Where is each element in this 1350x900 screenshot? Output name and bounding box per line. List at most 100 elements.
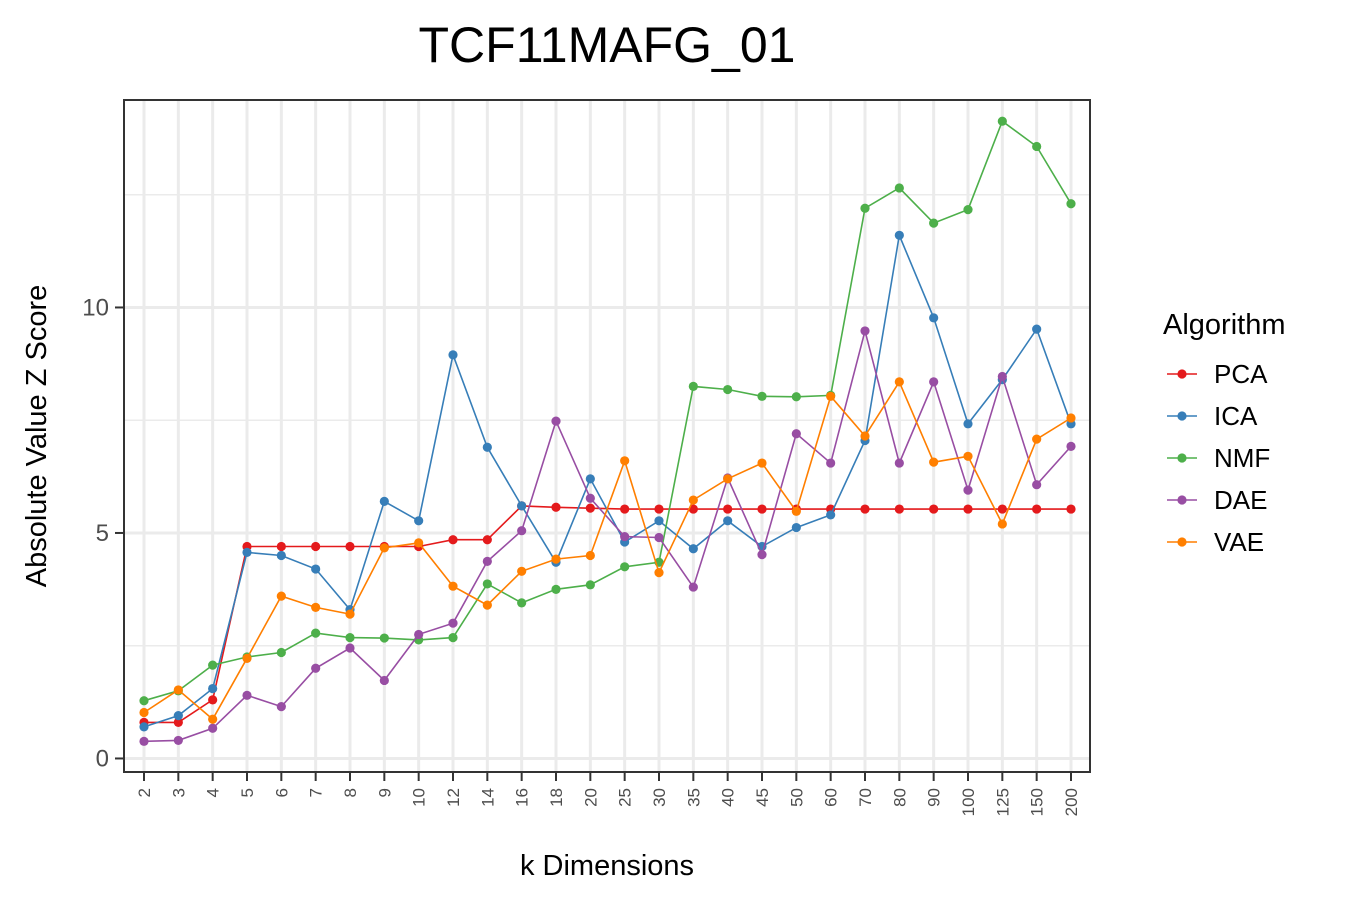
data-point-pca — [963, 504, 973, 514]
data-point-nmf — [208, 660, 218, 670]
data-point-dae — [894, 458, 904, 468]
data-point-pca — [654, 504, 664, 514]
data-point-dae — [311, 663, 321, 673]
x-tick-label: 7 — [307, 788, 326, 797]
x-tick-label: 2 — [135, 788, 154, 797]
data-point-pca — [551, 502, 561, 512]
legend-key-point — [1177, 369, 1187, 379]
data-point-nmf — [551, 584, 561, 594]
data-point-vae — [1032, 434, 1042, 444]
series-dae — [139, 326, 1076, 746]
data-point-nmf — [482, 579, 492, 589]
x-tick-label: 3 — [169, 788, 188, 797]
series-line-vae — [143, 380, 1072, 721]
x-tick-label: 50 — [787, 788, 806, 807]
data-point-ica — [482, 442, 492, 452]
data-point-pca — [585, 503, 595, 513]
data-point-vae — [448, 581, 458, 591]
data-point-nmf — [929, 218, 939, 228]
y-tick-label: 10 — [82, 294, 109, 321]
data-point-vae — [688, 495, 698, 505]
legend-item-ica: ICA — [1167, 401, 1258, 431]
data-point-pca — [894, 504, 904, 514]
data-point-nmf — [379, 633, 389, 643]
data-point-pca — [208, 695, 218, 705]
x-tick-label: 9 — [375, 788, 394, 797]
data-point-nmf — [1032, 141, 1042, 152]
data-point-nmf — [757, 391, 767, 401]
data-point-vae — [723, 474, 733, 484]
data-point-pca — [723, 504, 733, 514]
data-point-ica — [414, 516, 424, 526]
data-point-vae — [414, 538, 424, 548]
data-point-dae — [173, 735, 183, 746]
data-point-dae — [860, 326, 870, 336]
data-point-dae — [482, 556, 492, 566]
legend-label: NMF — [1214, 443, 1270, 473]
data-point-nmf — [963, 204, 973, 215]
data-point-vae — [208, 714, 218, 724]
x-tick-label: 30 — [650, 788, 669, 807]
data-point-nmf — [997, 116, 1007, 126]
data-point-vae — [1066, 413, 1076, 423]
data-point-dae — [791, 429, 801, 439]
data-point-dae — [276, 702, 286, 712]
data-point-ica — [208, 683, 218, 694]
legend-key-point — [1177, 495, 1187, 505]
data-point-dae — [517, 526, 527, 536]
legend-key-point — [1177, 537, 1187, 547]
data-point-dae — [688, 582, 698, 592]
data-point-nmf — [894, 183, 904, 193]
data-point-ica — [276, 550, 286, 561]
legend-label: PCA — [1214, 359, 1268, 389]
x-tick-label: 150 — [1028, 788, 1047, 816]
data-point-vae — [585, 550, 595, 561]
chart-title: TCF11MAFG_01 — [419, 17, 796, 73]
data-point-pca — [482, 535, 492, 545]
panel-background — [124, 100, 1090, 772]
legend-item-dae: DAE — [1167, 485, 1267, 515]
x-tick-label: 12 — [444, 788, 463, 807]
panel-border — [123, 99, 1091, 773]
data-point-ica — [311, 564, 321, 574]
data-point-dae — [414, 629, 424, 640]
data-point-vae — [826, 391, 836, 401]
data-point-vae — [379, 543, 389, 553]
data-point-vae — [997, 519, 1007, 529]
data-point-ica — [963, 419, 973, 429]
x-tick-label: 70 — [856, 788, 875, 807]
legend-label: DAE — [1214, 485, 1267, 515]
legend-title: Algorithm — [1163, 309, 1286, 341]
data-point-vae — [551, 554, 561, 564]
data-point-pca — [173, 717, 183, 727]
series-nmf — [139, 116, 1076, 706]
data-point-ica — [826, 510, 836, 520]
x-tick-label: 35 — [684, 788, 703, 807]
data-point-dae — [757, 550, 767, 560]
x-tick-label: 8 — [341, 788, 360, 797]
data-point-nmf — [585, 580, 595, 590]
data-point-pca — [688, 504, 698, 514]
data-point-nmf — [688, 381, 698, 391]
data-point-nmf — [276, 647, 286, 658]
x-tick-label: 100 — [959, 788, 978, 816]
data-point-nmf — [791, 392, 801, 402]
y-tick-label: 0 — [96, 745, 109, 772]
x-tick-label: 25 — [616, 788, 635, 807]
x-tick-label: 20 — [581, 788, 600, 807]
data-point-dae — [242, 690, 252, 700]
data-point-dae — [208, 723, 218, 733]
data-point-ica — [173, 711, 183, 721]
data-point-vae — [654, 568, 664, 578]
data-point-ica — [448, 350, 458, 360]
x-tick-label: 10 — [410, 788, 429, 807]
data-point-nmf — [620, 562, 630, 572]
data-point-ica — [894, 230, 904, 240]
data-point-pca — [1066, 504, 1076, 514]
data-point-dae — [826, 458, 836, 468]
data-point-pca — [620, 504, 630, 514]
data-point-pca — [448, 535, 458, 545]
data-point-pca — [757, 504, 767, 514]
